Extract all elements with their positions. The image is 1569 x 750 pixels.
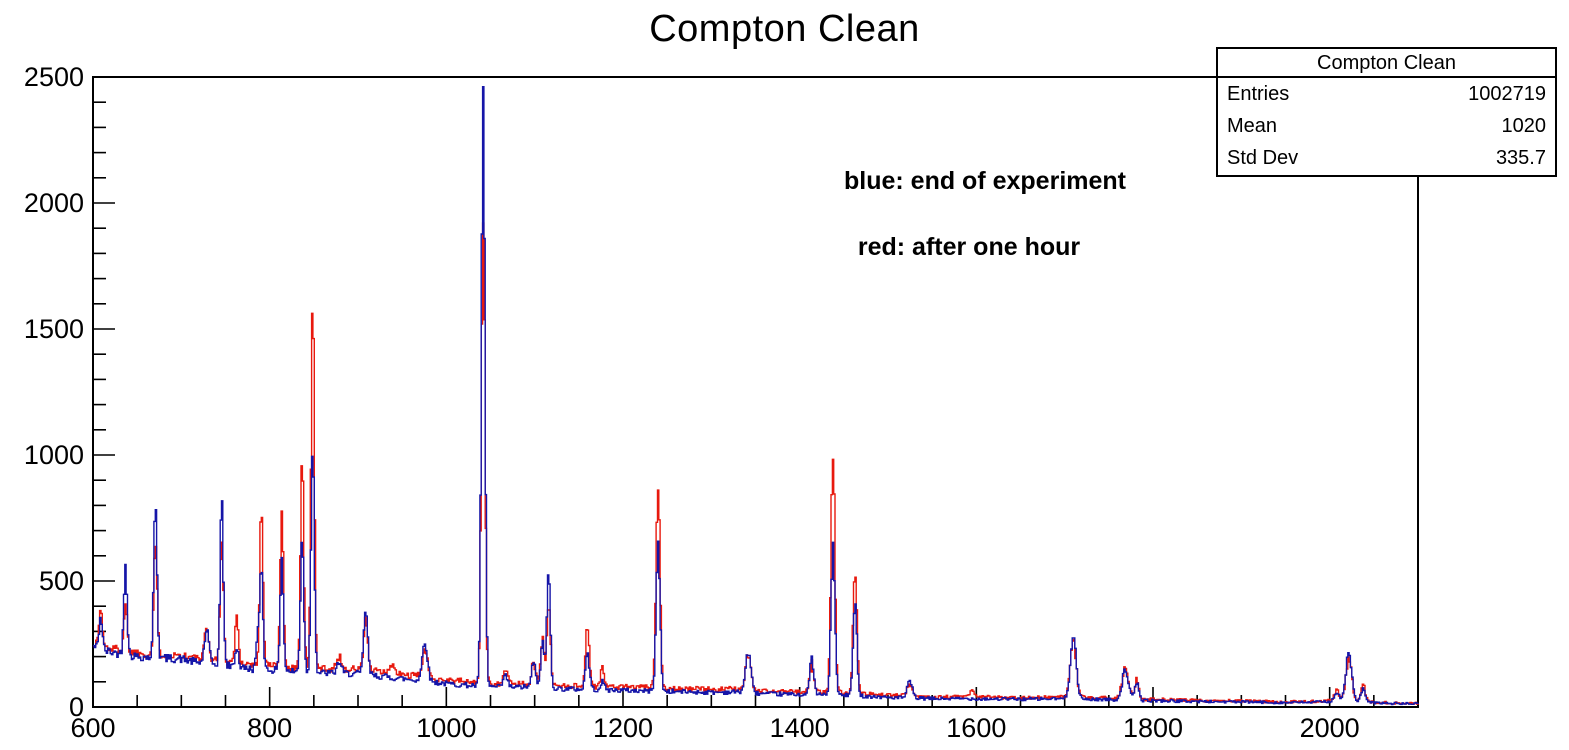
x-tick-label: 1000 [416, 713, 476, 743]
y-tick-label: 0 [69, 692, 84, 722]
stats-row-stddev: Std Dev 335.7 [1218, 142, 1555, 174]
x-tick-label: 2000 [1300, 713, 1360, 743]
y-tick-label: 1000 [24, 440, 84, 470]
x-tick-label: 1200 [593, 713, 653, 743]
x-tick-label: 1600 [946, 713, 1006, 743]
annotation-red-series: red: after one hour [857, 233, 1081, 261]
annotation-blue-series: blue: end of experiment [844, 167, 1126, 195]
series-line-after-one-hour [93, 222, 1419, 705]
stats-row-entries: Entries 1002719 [1218, 78, 1555, 110]
x-tick-label: 1800 [1123, 713, 1183, 743]
stats-row-mean: Mean 1020 [1218, 110, 1555, 142]
stats-box: Compton Clean Entries 1002719 Mean 1020 … [1216, 47, 1557, 177]
stats-value-stddev: 335.7 [1495, 147, 1546, 169]
y-tick-label: 2500 [24, 62, 84, 92]
y-tick-label: 2000 [24, 188, 84, 218]
stats-label-mean: Mean [1227, 115, 1278, 137]
x-tick-label: 1400 [770, 713, 830, 743]
plot-title: Compton Clean [649, 8, 920, 50]
x-tick-label: 800 [247, 713, 292, 743]
stats-value-entries: 1002719 [1468, 83, 1546, 105]
y-tick-label: 1500 [24, 314, 84, 344]
stats-value-mean: 1020 [1501, 115, 1547, 137]
y-tick-label: 500 [39, 566, 84, 596]
stats-label-entries: Entries [1227, 83, 1290, 105]
stats-label-stddev: Std Dev [1227, 147, 1299, 169]
x-tick-label: 600 [70, 713, 115, 743]
stats-box-title: Compton Clean [1218, 49, 1555, 78]
series-line-end-of-experiment [93, 86, 1419, 706]
